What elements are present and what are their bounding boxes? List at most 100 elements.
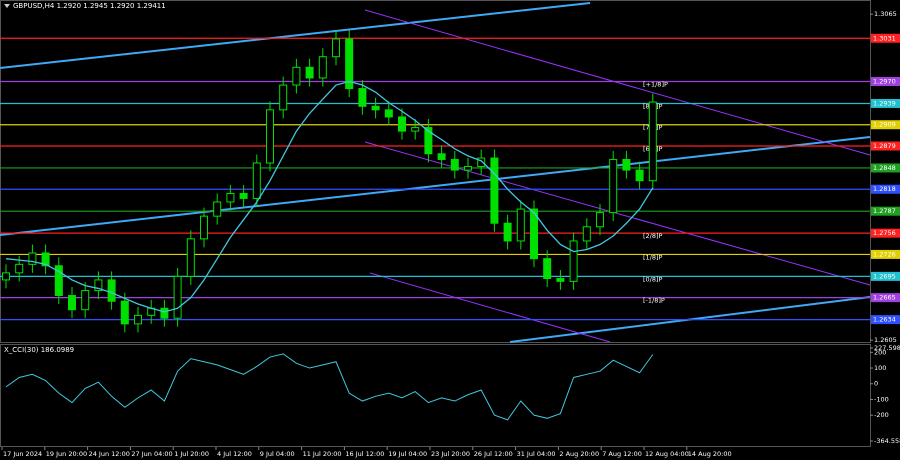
level-label: 1.2634: [873, 316, 896, 324]
candle-body: [358, 88, 367, 107]
cci-line: [5, 353, 654, 421]
candle-body: [596, 212, 604, 228]
candle-body: [134, 314, 142, 325]
level-label: 1.2695: [873, 272, 896, 280]
level-label: 1.2756: [873, 229, 896, 237]
indicator-tick-label: -100: [874, 395, 889, 403]
candle-body: [68, 295, 76, 311]
x-tick-label: 7 Aug 12:00: [602, 450, 642, 458]
x-tick-label: 19 Jun 20:00: [46, 450, 87, 458]
level-label-bg: [871, 141, 900, 151]
level-label: 1.2939: [873, 99, 896, 107]
x-tick-label: 19 Jul 04:00: [388, 450, 427, 458]
candle-body: [266, 109, 274, 164]
candle-body: [213, 201, 222, 217]
level-label: 1.2818: [873, 185, 896, 193]
level-label: 1.2879: [873, 142, 896, 150]
candle-body: [490, 157, 499, 224]
x-tick-label: 31 Jul 04:00: [517, 450, 556, 458]
channel-line: [369, 272, 611, 343]
candle-body: [398, 116, 406, 132]
candle-body: [28, 252, 37, 265]
candle-body: [239, 192, 248, 199]
indicator-tick-label: 100: [874, 364, 886, 372]
candle-body: [173, 275, 182, 319]
level-tag: [+1/8]P: [643, 80, 668, 88]
candle-body: [503, 222, 512, 242]
candle-body: [609, 158, 618, 214]
level-tag: [-1/8]P: [643, 297, 665, 305]
level-tag: [0/8]P: [643, 275, 663, 283]
indicator-tick-label: -364.558: [874, 437, 900, 445]
candle-body: [160, 307, 169, 319]
level-label: 1.2909: [873, 121, 896, 129]
candle-body: [305, 66, 314, 79]
candle-body: [450, 158, 459, 171]
x-tick-label: 26 Jul 12:00: [474, 450, 513, 458]
candle-body: [569, 240, 578, 282]
candle-body: [411, 127, 420, 132]
x-tick-label: 1 Jul 20:00: [174, 450, 209, 458]
x-tick-label: 4 Jul 12:00: [217, 450, 252, 458]
level-label-bg: [871, 271, 900, 281]
level-label-bg: [871, 293, 900, 303]
candle-body: [94, 279, 103, 292]
candle-body: [200, 215, 208, 240]
chart-title: GBPUSD,H4 1.2920 1.2945 1.2920 1.29411: [13, 2, 166, 10]
candle-body: [279, 84, 288, 111]
indicator-title: X_CCI(30) 186.0989: [4, 346, 74, 354]
level-label-bg: [871, 206, 900, 216]
candle-body: [543, 258, 552, 280]
y-tick-label: 1.2605: [874, 336, 897, 344]
plot-frame: [0, 0, 871, 343]
indicator-frame: [0, 344, 871, 447]
candle-body: [556, 278, 565, 282]
x-tick-label: 11 Jul 20:00: [303, 450, 342, 458]
candle-body: [582, 226, 591, 242]
indicator-tick-label: 0: [874, 380, 878, 388]
candle-body: [81, 290, 90, 311]
x-tick-label: 27 Jun 04:00: [131, 450, 172, 458]
candle-body: [54, 265, 63, 297]
level-label-bg: [871, 98, 900, 108]
x-tick-label: 14 Aug 20:00: [688, 450, 732, 458]
level-label-bg: [871, 184, 900, 194]
candle-body: [41, 252, 50, 267]
candle-body: [384, 109, 393, 118]
channel-line: [0, 2, 591, 69]
indicator-tick-label: 227.598: [874, 344, 900, 352]
level-label-bg: [871, 76, 900, 86]
x-tick-label: 2 Aug 20:00: [559, 450, 599, 458]
x-tick-label: 24 Jun 12:00: [89, 450, 130, 458]
level-label: 1.3031: [873, 34, 896, 42]
level-label: 1.2665: [873, 294, 896, 302]
candle-body: [107, 279, 116, 302]
x-tick-label: 23 Jul 20:00: [431, 450, 470, 458]
candle-body: [186, 238, 195, 277]
candle-body: [530, 208, 538, 260]
level-label-bg: [871, 163, 900, 173]
candle-body: [15, 263, 24, 274]
x-tick-label: 16 Jul 12:00: [345, 450, 384, 458]
moving-average: [5, 80, 654, 313]
candle-body: [635, 169, 644, 182]
x-tick-label: 9 Jul 04:00: [260, 450, 295, 458]
candle-body: [332, 38, 340, 58]
level-label: 1.2787: [873, 207, 896, 215]
candle-body: [292, 66, 301, 86]
level-tag: [1/8]P: [643, 253, 663, 261]
level-label-bg: [871, 33, 900, 43]
candle-body: [371, 105, 380, 111]
candle-body: [226, 192, 235, 203]
candle-body: [464, 166, 472, 171]
candle-body: [437, 153, 446, 160]
x-tick-label: 17 Jun 2024: [3, 450, 42, 458]
channel-line: [364, 9, 871, 156]
menu-icon[interactable]: [4, 4, 10, 8]
channel-line: [0, 136, 871, 236]
candle-body: [318, 56, 327, 79]
level-label-bg: [871, 249, 900, 259]
candle-body: [2, 272, 10, 281]
